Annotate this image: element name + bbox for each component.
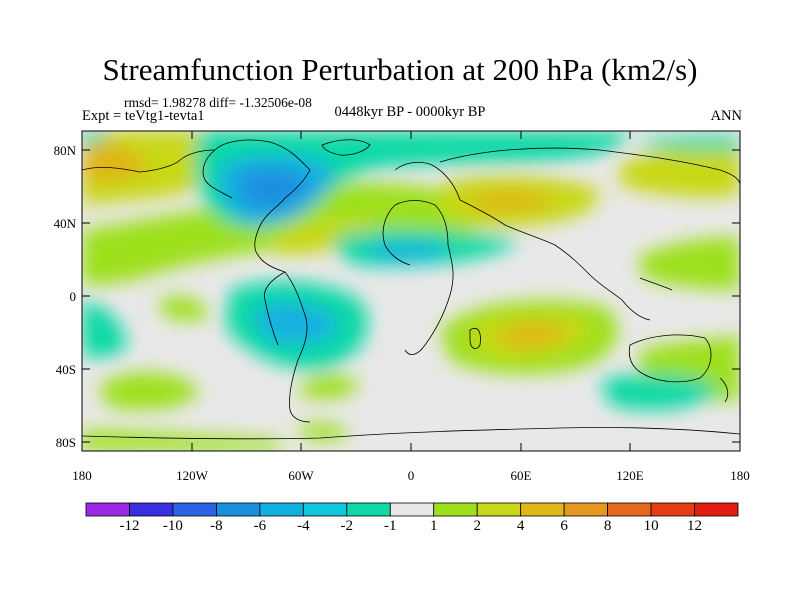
colorbar-label: -4 bbox=[297, 518, 310, 534]
colorbar-swatch bbox=[607, 502, 652, 517]
plot-title: Streamfunction Perturbation at 200 hPa (… bbox=[102, 52, 698, 87]
colorbar-label: 1 bbox=[429, 518, 438, 534]
lon-label-60w: 60W bbox=[288, 468, 314, 483]
colorbar-swatch bbox=[346, 502, 391, 517]
colorbar-label: -6 bbox=[253, 518, 267, 534]
colorbar-label: -12 bbox=[119, 518, 140, 534]
colorbar-label: -10 bbox=[162, 518, 183, 534]
lat-label-80n: 80N bbox=[53, 143, 76, 158]
lat-label-0: 0 bbox=[69, 289, 77, 304]
colorbar-swatch bbox=[172, 502, 217, 517]
colorbar-label: 8 bbox=[603, 518, 612, 534]
colorbar-label: -8 bbox=[210, 518, 223, 534]
colorbar-label: 12 bbox=[687, 518, 703, 534]
colorbar-label: 4 bbox=[516, 518, 525, 534]
lon-label-120w: 120W bbox=[176, 468, 208, 483]
experiment-label: Expt = teVtg1-tevta1 bbox=[82, 108, 205, 124]
colorbar-swatch bbox=[259, 502, 304, 517]
colorbar-swatch bbox=[129, 502, 174, 517]
colorbar-label: 2 bbox=[473, 518, 481, 534]
colorbar-swatch bbox=[694, 502, 739, 517]
colorbar-label: 10 bbox=[643, 518, 659, 534]
colorbar-label: -2 bbox=[340, 518, 354, 534]
colorbar-swatch bbox=[85, 502, 130, 517]
anomaly-field bbox=[82, 131, 740, 451]
colorbar-swatch bbox=[476, 502, 522, 517]
lon-label-180w: 180 bbox=[72, 468, 92, 483]
colorbar-label: 6 bbox=[560, 518, 568, 534]
lon-label-120e: 120E bbox=[616, 468, 644, 483]
map-panel bbox=[82, 131, 740, 451]
season-label: ANN bbox=[710, 108, 742, 124]
colorbar bbox=[85, 502, 739, 517]
colorbar-swatch bbox=[520, 502, 565, 517]
lon-label-180e: 180 bbox=[730, 468, 750, 483]
period-label: 0448kyr BP - 0000kyr BP bbox=[334, 104, 486, 120]
colorbar-swatch bbox=[650, 502, 695, 517]
axis-ticks bbox=[81, 131, 741, 451]
colorbar-swatch bbox=[389, 502, 435, 517]
colorbar-swatch bbox=[563, 502, 609, 517]
lat-label-80s: 80S bbox=[55, 435, 76, 450]
coastlines bbox=[82, 139, 740, 440]
stats-line: rmsd= 1.98278 diff= -1.32506e-08 bbox=[124, 95, 312, 110]
lon-label-0: 0 bbox=[407, 468, 415, 483]
lat-label-40s: 40S bbox=[55, 362, 76, 377]
colorbar-swatch bbox=[433, 502, 478, 517]
colorbar-swatch bbox=[302, 502, 348, 517]
lat-label-40n: 40N bbox=[53, 216, 76, 231]
lon-label-60e: 60E bbox=[510, 468, 532, 483]
colorbar-swatch bbox=[215, 502, 261, 517]
colorbar-label: -1 bbox=[384, 518, 397, 534]
